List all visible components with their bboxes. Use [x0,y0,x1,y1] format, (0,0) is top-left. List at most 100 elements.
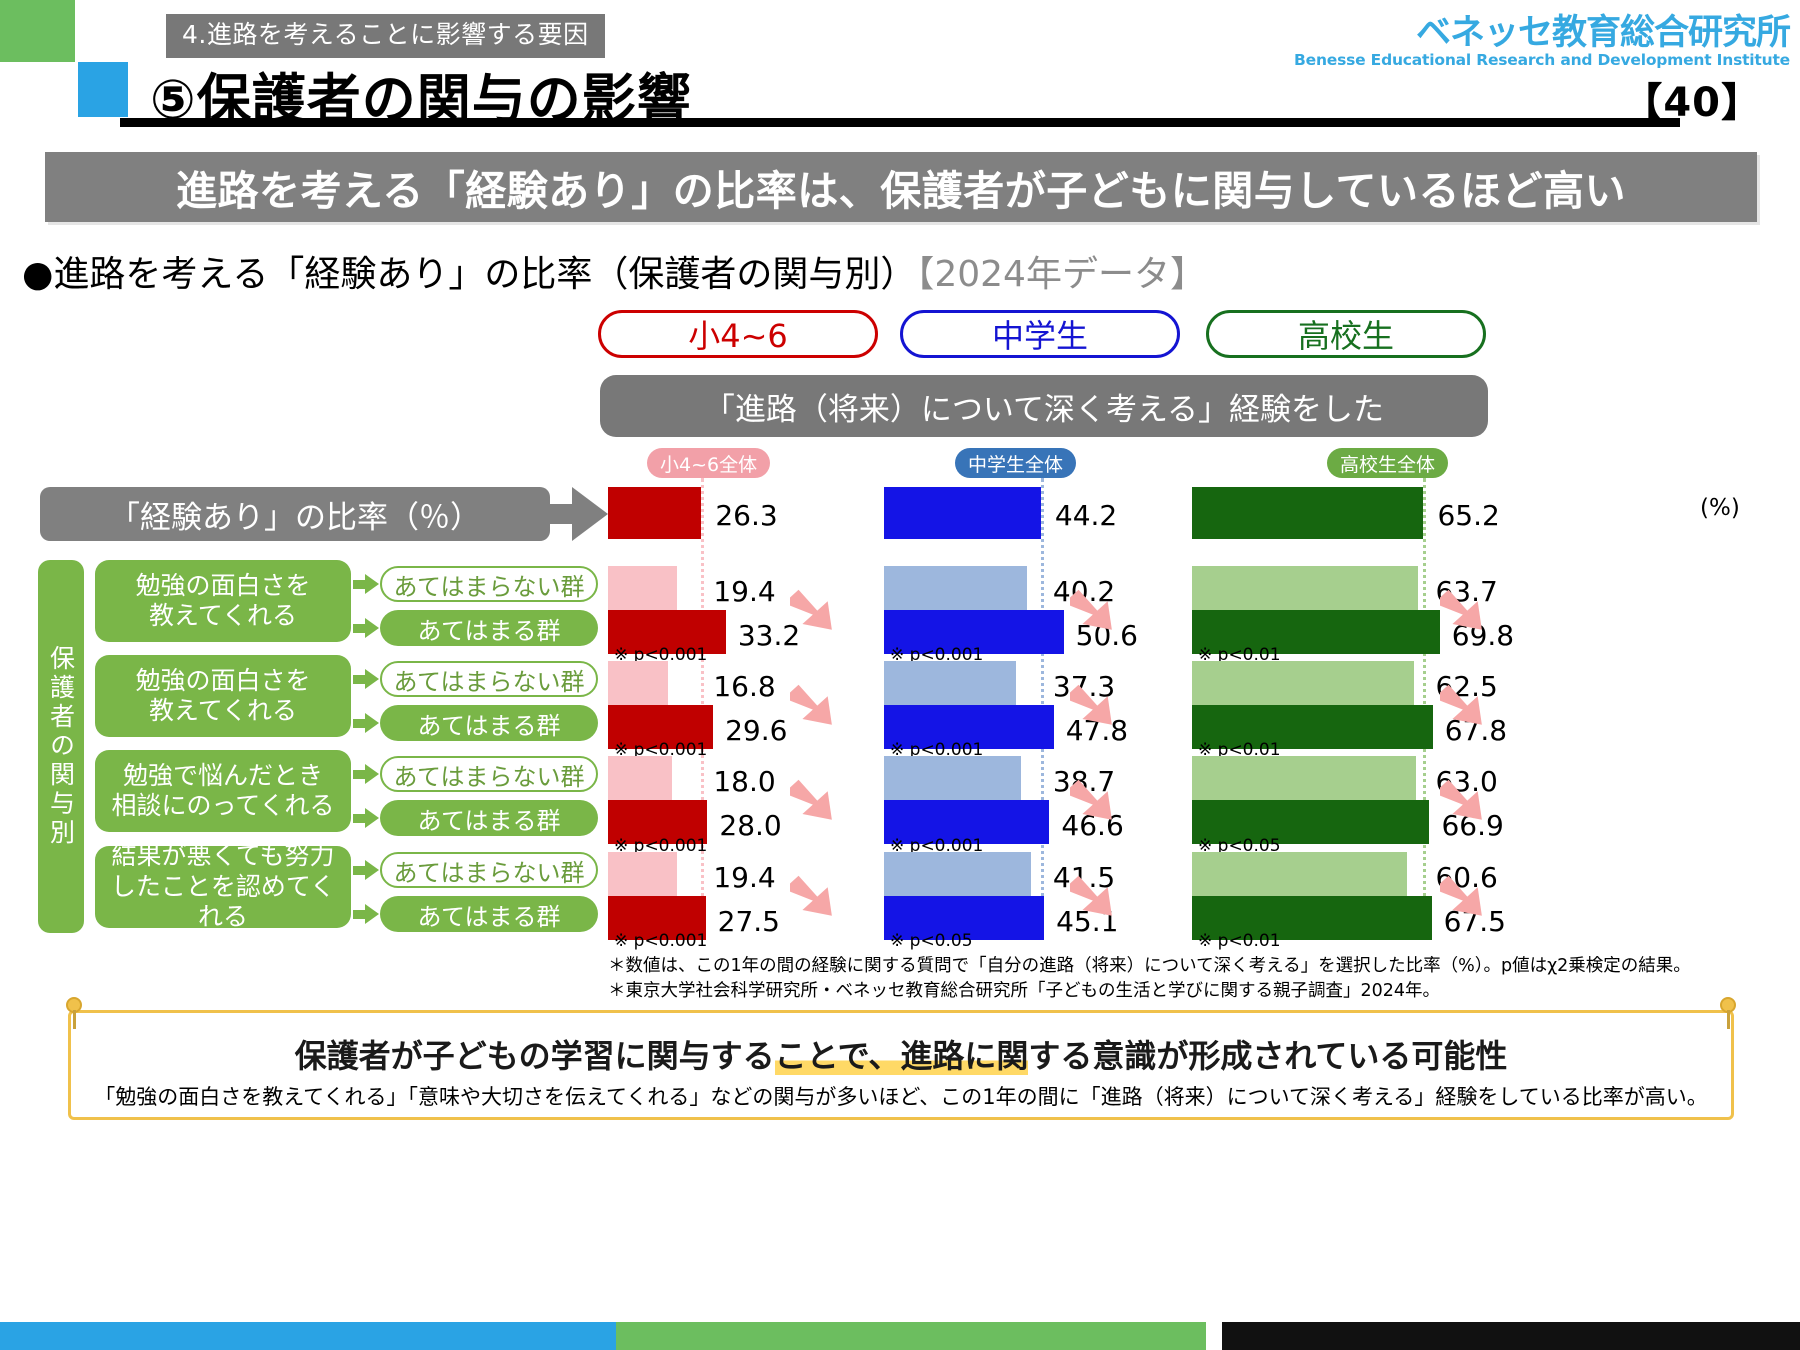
conclusion-title: 保護者が子どもの学習に関与することで、進路に関する意識が形成されている可能性 [71,1031,1731,1077]
bar-value-中学生-row2-out: 37.3 [1052,670,1116,703]
bar-value-高校生-row2-in: 67.8 [1444,714,1508,747]
ratio-banner-label: 「経験あり」の比率（％） [40,487,550,541]
tab-highschool[interactable]: 高校生 [1206,310,1486,358]
subtitle-year: 【2024年データ】 [916,254,1206,295]
trend-down-arrow-icon [1063,669,1128,731]
bar-value-overall-小4~6: 26.3 [715,499,778,532]
bar-value-小4~6-row3-out: 18.0 [713,765,776,798]
question-line2: したことを認めてくれる [110,871,336,932]
bar-高校生-row4-in [1192,896,1432,940]
section-tag: 4.進路を考えることに影響する要因 [166,14,605,58]
bar-value-高校生-row4-out: 60.6 [1435,861,1498,894]
bar-小4~6-row3-in [608,800,708,844]
group-pill-not-applicable-2: あてはまらない群 [380,661,598,697]
conclusion-title-pre: 保護者が子どもの学習に関与する [294,1037,775,1075]
p-value-中学生-row2: ※ p<0.001 [890,740,984,760]
group-pill-applicable-3: あてはまる群 [380,800,598,836]
tab-elementary[interactable]: 小4~6 [598,310,878,358]
question-box-2: 勉強の面白さを 教えてくれる [95,655,351,737]
question-arrow-icon [353,618,379,638]
bar-value-高校生-row3-in: 66.9 [1441,809,1504,842]
bar-高校生-row4-out [1192,852,1408,896]
p-value-高校生-row4: ※ p<0.01 [1198,931,1281,951]
bar-中学生-row1-out [884,566,1027,610]
trend-down-arrow-icon [783,764,848,826]
group-pill-not-applicable-1: あてはまらない群 [380,566,598,602]
page-number: 【40】 [1622,80,1762,126]
question-line2: 教えてくれる [148,601,297,630]
trend-down-arrow-icon [1063,574,1128,636]
bar-小4~6-row1-in [608,610,726,654]
corner-decoration-blue [78,62,128,117]
bar-高校生-row3-out [1192,756,1416,800]
tab-juniorhigh[interactable]: 中学生 [900,310,1180,358]
brand-logo: ベネッセ教育総合研究所 Benesse Educational Research… [1294,4,1791,69]
pin-right-icon [1717,997,1739,1029]
question-box-3: 勉強で悩んだとき 相談にのってくれる [95,750,351,832]
question-arrow-icon [353,808,379,828]
question-line2: 教えてくれる [148,696,297,725]
bar-中学生-row2-out [884,661,1017,705]
question-box-1: 勉強の面白さを 教えてくれる [95,560,351,642]
bar-高校生-row2-out [1192,661,1414,705]
group-pill-applicable-2: あてはまる群 [380,705,598,741]
group-pill-applicable-4: あてはまる群 [380,896,598,932]
ratio-banner: 「経験あり」の比率（％） [40,487,608,541]
conclusion-title-post: する意識が形成されている可能性 [1028,1037,1508,1075]
reference-line-小4~6 [701,478,705,940]
pin-left-icon [63,997,85,1029]
footer-strip-blue [0,1322,616,1350]
bar-中学生-row2-in [884,705,1054,749]
question-arrow-icon [353,574,379,594]
bar-小4~6-row3-out [608,756,672,800]
bar-value-小4~6-row1-out: 19.4 [713,575,776,608]
bar-中学生-row4-out [884,852,1032,896]
bar-value-小4~6-row2-in: 29.6 [725,714,788,747]
question-arrow-icon [353,669,379,689]
overall-badge-juniorhigh: 中学生全体 [955,448,1077,478]
trend-down-arrow-icon [1433,764,1498,826]
bar-小4~6-row2-in [608,705,714,749]
side-column-parent-involvement: 保護者の関与別 [38,560,84,933]
footnote-1: ＊数値は、この1年の間の経験に関する質問で「自分の進路（将来）について深く考える… [608,956,1691,976]
conclusion-subtext: 「勉強の面白さを教えてくれる」「意味や大切さを伝えてくれる」などの関与が多いほど… [94,1085,1708,1109]
bar-高校生-row3-in [1192,800,1430,844]
p-value-中学生-row3: ※ p<0.001 [890,836,984,856]
footer-strip-black [1222,1322,1800,1350]
bar-overall-中学生 [884,487,1041,539]
trend-down-arrow-icon [783,574,848,636]
bar-value-小4~6-row4-out: 19.4 [713,861,776,894]
bar-中学生-row3-in [884,800,1050,844]
bar-value-overall-中学生: 44.2 [1054,499,1118,532]
corner-decoration-green [0,0,75,62]
question-line1: 結果が悪くても努力 [111,841,335,871]
unit-percent-label: (%) [1700,495,1740,521]
bar-value-中学生-row1-out: 40.2 [1052,575,1116,608]
side-column-label: 保護者の関与別 [46,645,76,848]
bar-value-高校生-row3-out: 63.0 [1435,765,1498,798]
p-value-高校生-row3: ※ p<0.05 [1198,836,1281,856]
footnote-2: ＊東京大学社会科学研究所・ベネッセ教育総合研究所「子どもの生活と学びに関する親子… [608,981,1441,1001]
p-value-小4~6-row4: ※ p<0.001 [614,931,708,951]
bar-value-中学生-row3-in: 46.6 [1061,809,1124,842]
bar-value-小4~6-row1-in: 33.2 [737,619,801,652]
subtitle: ●進路を考える「経験あり」の比率（保護者の関与別）【2024年データ】 [22,245,1206,297]
bar-高校生-row2-in [1192,705,1433,749]
bar-小4~6-row2-out [608,661,668,705]
bar-value-高校生-row1-out: 63.7 [1435,575,1498,608]
p-value-高校生-row2: ※ p<0.01 [1198,740,1281,760]
bar-中学生-row1-in [884,610,1064,654]
brand-name-ja: ベネッセ教育総合研究所 [1415,13,1791,53]
bar-中学生-row4-in [884,896,1045,940]
experience-banner: 「進路（将来）について深く考える」経験をした [600,375,1488,437]
ratio-banner-arrow-head-icon [572,487,608,541]
p-value-高校生-row1: ※ p<0.01 [1198,645,1281,665]
trend-down-arrow-icon [1433,669,1498,731]
question-arrow-icon [353,860,379,880]
bar-value-中学生-row4-in: 45.1 [1056,905,1119,938]
bar-overall-小4~6 [608,487,702,539]
trend-down-arrow-icon [1433,860,1498,922]
question-line1: 勉強の面白さを [135,665,311,695]
bar-value-小4~6-row4-in: 27.5 [717,905,780,938]
trend-down-arrow-icon [783,669,848,731]
